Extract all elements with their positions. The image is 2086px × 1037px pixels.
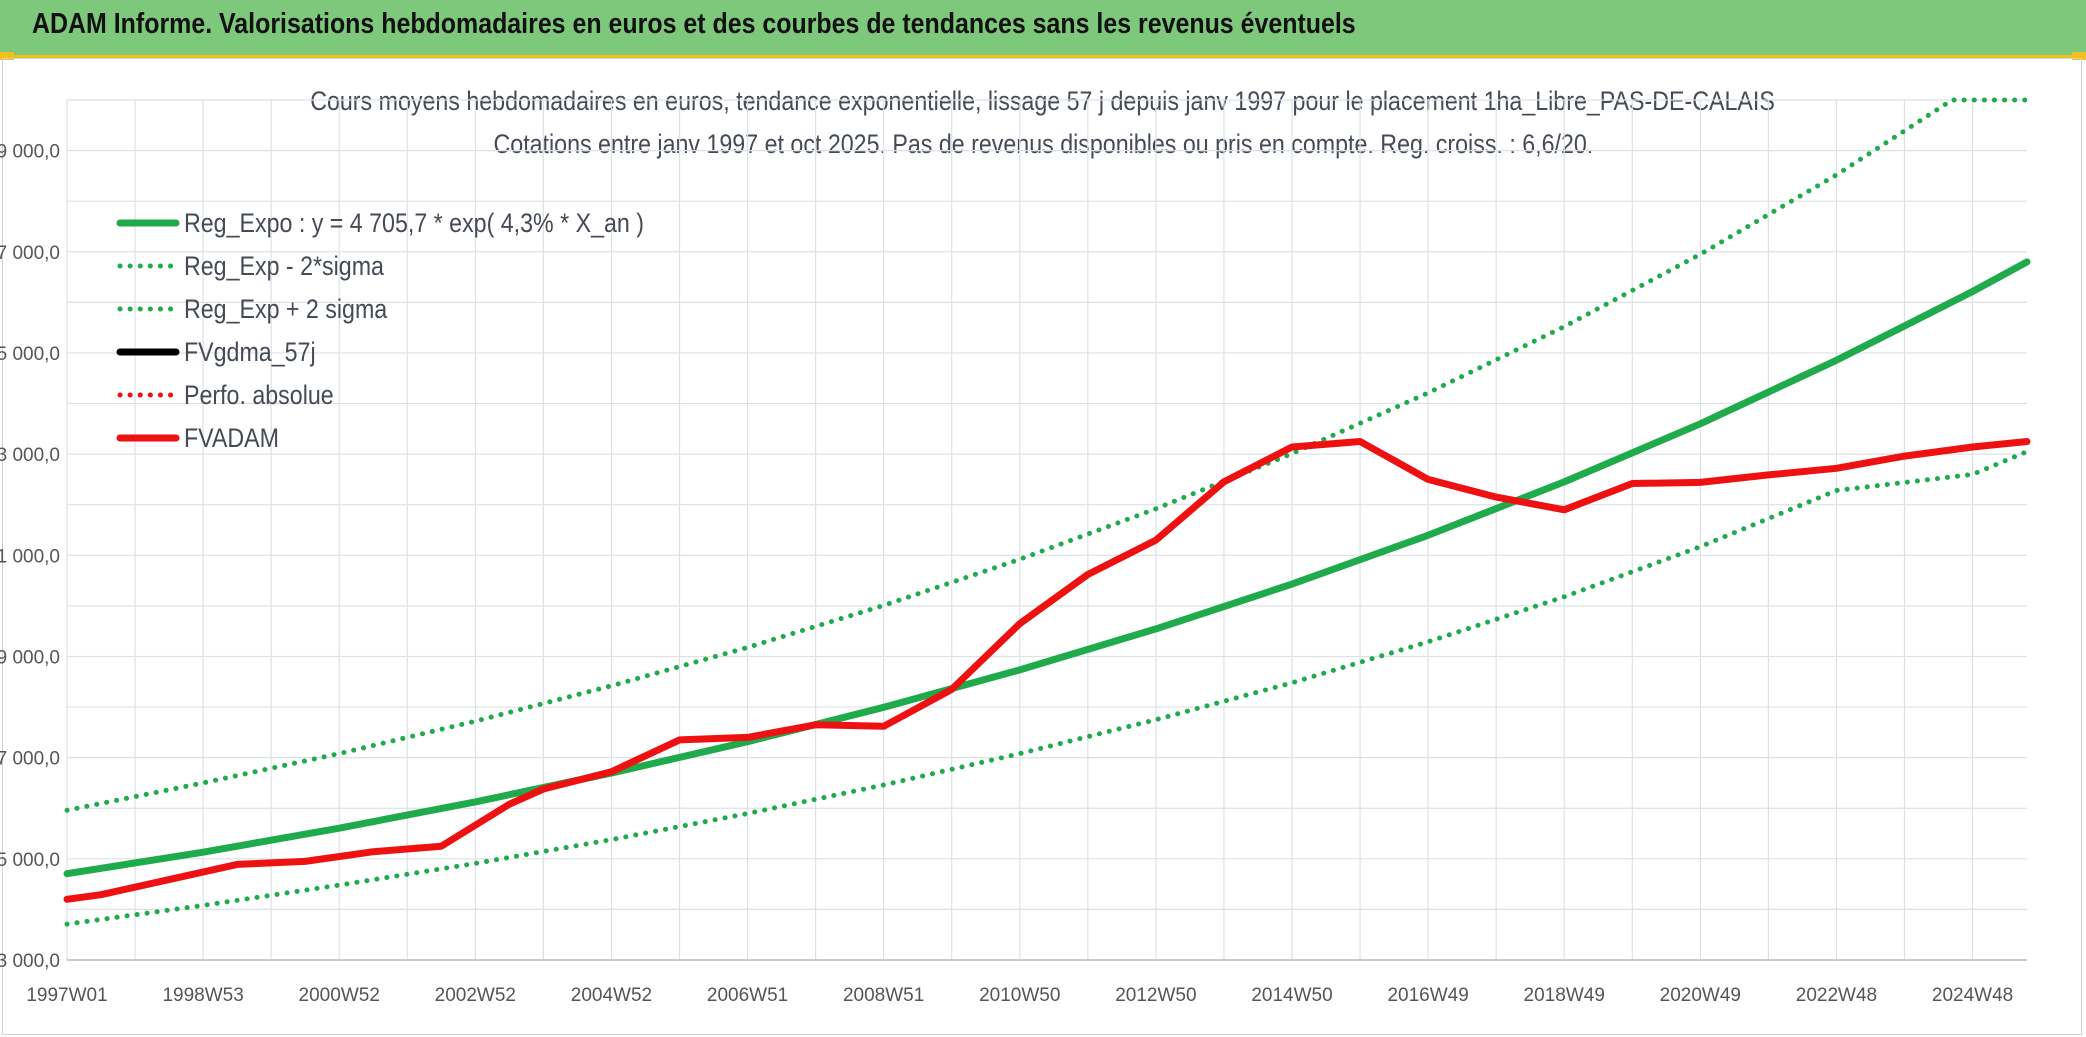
x-tick-label: 2010W50 <box>979 985 1060 1006</box>
legend-label-3: FVgdma_57j <box>184 337 316 367</box>
x-tick-label: 1997W01 <box>26 985 107 1006</box>
y-tick-label: 3 000,0 <box>0 951 60 972</box>
x-tick-label: 2018W49 <box>1524 985 1605 1006</box>
y-tick-label: 17 000,0 <box>0 243 60 264</box>
chart-frame <box>2 58 2082 1035</box>
chart-subtitle-text: Cotations entre janv 1997 et oct 2025. P… <box>493 129 1593 159</box>
series-line-1 <box>64 449 2030 927</box>
x-tick-label: 2006W51 <box>707 985 788 1006</box>
corner-accent-left <box>0 52 14 60</box>
y-tick-label: 5 000,0 <box>0 850 60 871</box>
report-title: ADAM Informe. Valorisations hebdomadaire… <box>32 8 1356 40</box>
x-tick-label: 2012W50 <box>1115 985 1196 1006</box>
x-tick-label: 2008W51 <box>843 985 924 1006</box>
x-tick-label: 2020W49 <box>1660 985 1741 1006</box>
y-tick-label: 7 000,0 <box>0 749 60 770</box>
legend-label-5: FVADAM <box>184 423 279 453</box>
legend-label-2: Reg_Exp + 2 sigma <box>184 294 387 324</box>
series-line-0 <box>63 258 2031 878</box>
y-tick-label: 11 000,0 <box>0 546 60 567</box>
x-tick-label: 2024W48 <box>1932 985 2013 1006</box>
corner-accent-right <box>2072 52 2086 60</box>
x-tick-label: 1998W53 <box>162 985 243 1006</box>
x-tick-label: 2022W48 <box>1796 985 1877 1006</box>
legend-label-4: Perfo. absolue <box>184 380 334 410</box>
chart-title-text: Cours moyens hebdomadaires en euros, ten… <box>310 86 1776 116</box>
chart-subtitle: Cotations entre janv 1997 et oct 2025. P… <box>0 129 2086 160</box>
series-line-2 <box>64 97 2030 813</box>
x-tick-label: 2016W49 <box>1387 985 1468 1006</box>
y-tick-label: 13 000,0 <box>0 445 60 466</box>
chart-title: Cours moyens hebdomadaires en euros, ten… <box>0 86 2086 117</box>
legend-label-0: Reg_Expo : y = 4 705,7 * exp( 4,3% * X_a… <box>184 208 644 238</box>
x-tick-label: 2002W52 <box>435 985 516 1006</box>
report-banner: ADAM Informe. Valorisations hebdomadaire… <box>0 0 2086 58</box>
series-line-3 <box>64 438 2030 903</box>
legend-label-1: Reg_Exp - 2*sigma <box>184 251 384 281</box>
series-line-5 <box>63 438 2031 903</box>
x-tick-label: 2000W52 <box>299 985 380 1006</box>
x-tick-label: 2014W50 <box>1251 985 1332 1006</box>
y-tick-label: 15 000,0 <box>0 344 60 365</box>
x-tick-label: 2004W52 <box>571 985 652 1006</box>
y-tick-label: 9 000,0 <box>0 647 60 668</box>
y-tick-label: 19 000,0 <box>0 142 60 163</box>
